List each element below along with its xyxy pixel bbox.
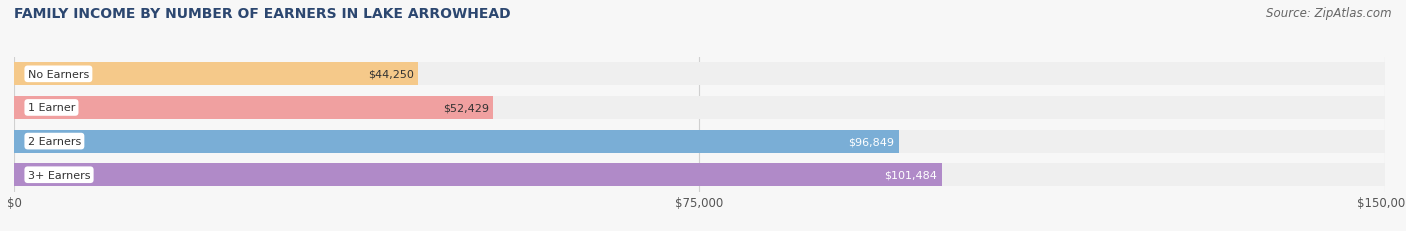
Bar (14, 130, 900, 153)
Bar (14, 164, 942, 186)
Text: $44,250: $44,250 (368, 70, 413, 79)
Text: $96,849: $96,849 (849, 137, 894, 146)
Text: 3+ Earners: 3+ Earners (28, 170, 90, 180)
Text: 2 Earners: 2 Earners (28, 137, 82, 146)
Bar (14, 63, 419, 86)
Bar (14, 97, 494, 119)
Text: $52,429: $52,429 (443, 103, 489, 113)
Text: 1 Earner: 1 Earner (28, 103, 75, 113)
Bar (14, 63, 1385, 86)
Text: FAMILY INCOME BY NUMBER OF EARNERS IN LAKE ARROWHEAD: FAMILY INCOME BY NUMBER OF EARNERS IN LA… (14, 7, 510, 21)
Text: No Earners: No Earners (28, 70, 89, 79)
Bar (14, 97, 1385, 119)
Bar (14, 164, 1385, 186)
Text: $101,484: $101,484 (884, 170, 936, 180)
Text: Source: ZipAtlas.com: Source: ZipAtlas.com (1267, 7, 1392, 20)
Bar (14, 130, 1385, 153)
